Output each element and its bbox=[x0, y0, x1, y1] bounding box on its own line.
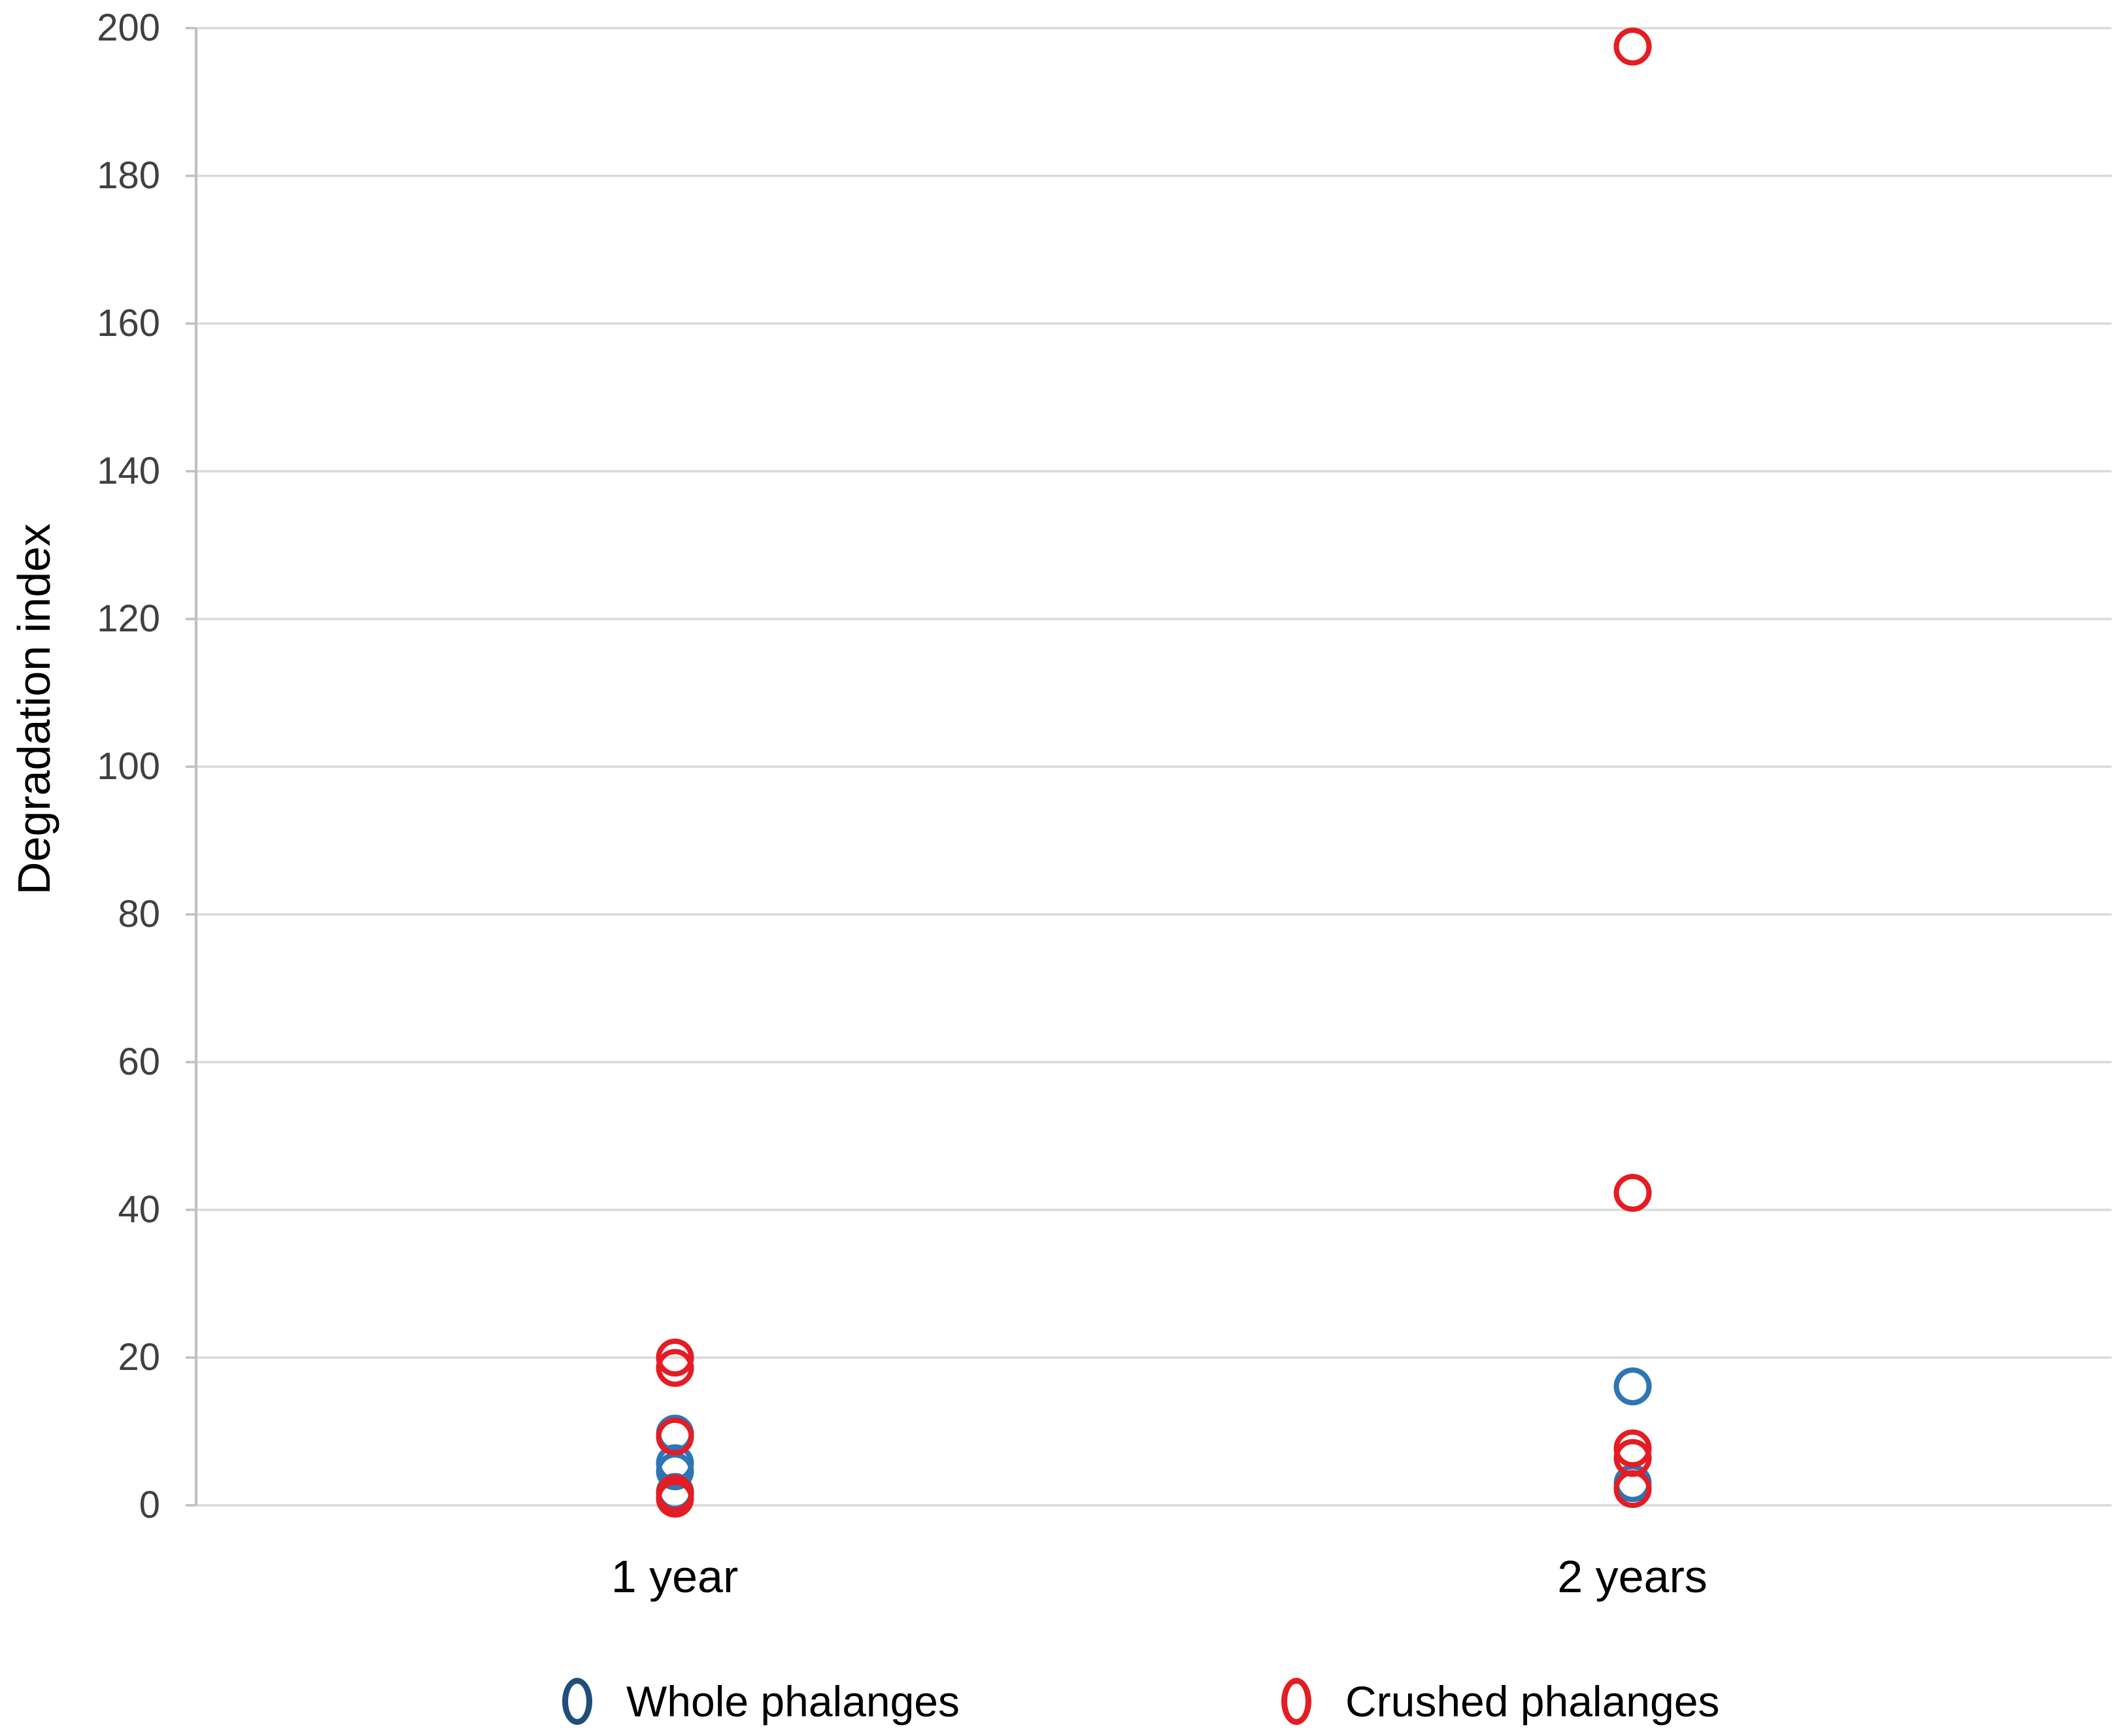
y-axis-title: Degradation index bbox=[8, 523, 59, 895]
crushed-phalanges-point bbox=[1613, 27, 1652, 66]
crushed-phalanges-marker-icon bbox=[1281, 1678, 1311, 1725]
x-category-label-1-year: 1 year bbox=[611, 1551, 739, 1602]
y-tick-label: 140 bbox=[97, 450, 160, 492]
y-tick-label: 40 bbox=[118, 1188, 160, 1231]
y-tick-label: 180 bbox=[97, 154, 160, 197]
legend-label-whole-phalanges: Whole phalanges bbox=[626, 1677, 960, 1726]
y-tick-label: 200 bbox=[97, 7, 160, 49]
legend-label-crushed-phalanges: Crushed phalanges bbox=[1345, 1677, 1720, 1726]
y-tick-label: 120 bbox=[97, 597, 160, 640]
whole-phalanges-marker-icon bbox=[562, 1678, 592, 1725]
whole-phalanges-point bbox=[1613, 1367, 1652, 1406]
crushed-phalanges-point bbox=[656, 1348, 694, 1387]
chart-legend: Whole phalanges Crushed phalanges bbox=[0, 1667, 2122, 1736]
crushed-phalanges-point bbox=[1613, 1174, 1652, 1212]
y-tick-label: 80 bbox=[118, 893, 160, 935]
y-tick-label: 60 bbox=[118, 1041, 160, 1083]
legend-item-crushed-phalanges: Crushed phalanges bbox=[1281, 1667, 1719, 1736]
y-tick-label: 160 bbox=[97, 302, 160, 344]
x-category-label-2-years: 2 years bbox=[1557, 1551, 1708, 1602]
y-tick-label: 0 bbox=[139, 1484, 160, 1526]
y-tick-label: 20 bbox=[118, 1336, 160, 1378]
legend-item-whole-phalanges: Whole phalanges bbox=[562, 1667, 960, 1736]
crushed-phalanges-point bbox=[1613, 1470, 1652, 1509]
crushed-phalanges-point bbox=[656, 1417, 694, 1456]
crushed-phalanges-point bbox=[656, 1339, 694, 1377]
y-tick-label: 100 bbox=[97, 745, 160, 788]
crushed-phalanges-point bbox=[656, 1479, 694, 1518]
